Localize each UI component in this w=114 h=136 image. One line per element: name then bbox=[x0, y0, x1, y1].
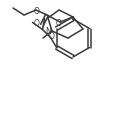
Text: O: O bbox=[56, 19, 61, 28]
Text: O: O bbox=[34, 7, 40, 16]
Text: O: O bbox=[34, 19, 40, 29]
Text: N: N bbox=[45, 27, 50, 36]
Text: O: O bbox=[48, 32, 54, 41]
